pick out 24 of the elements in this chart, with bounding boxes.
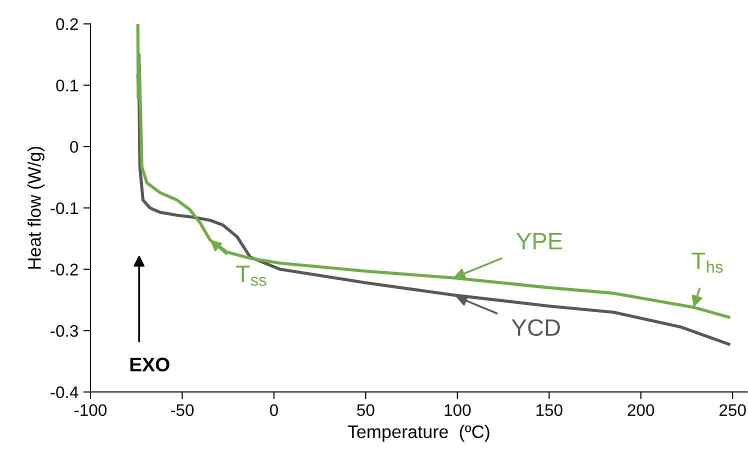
annotation: EXO [130, 358, 170, 372]
x-tick-label: -100 [74, 404, 107, 416]
y-axis-title: Heat flow (W/g) [28, 146, 44, 269]
y-tick-label: -0.2 [50, 264, 78, 276]
x-tick-label: 250 [720, 404, 746, 416]
line-series [136, 24, 730, 319]
y-tick-label: 0.1 [56, 80, 78, 92]
x-tick-label: 200 [628, 404, 654, 416]
annotation: YPE [516, 233, 562, 250]
y-tick-label: -0.3 [50, 325, 78, 337]
x-tick-label: 50 [357, 404, 374, 416]
x-axis-title: Temperature (ºC) [348, 424, 490, 442]
line-series [136, 74, 730, 346]
y-tick-label: 0 [70, 140, 78, 153]
x-tick-label: -50 [170, 404, 194, 416]
annotation: T$_{hs}$ [692, 252, 723, 273]
x-tick-label: 150 [536, 404, 562, 416]
annotation: T$_{ss}$ [236, 266, 266, 286]
x-tick-label: 0 [270, 404, 278, 416]
annotation: YCD [512, 319, 560, 336]
y-tick-label: 0.2 [56, 18, 78, 30]
y-tick-label: -0.4 [50, 386, 78, 398]
x-tick-label: 100 [444, 404, 471, 416]
y-tick-label: -0.1 [50, 202, 78, 214]
